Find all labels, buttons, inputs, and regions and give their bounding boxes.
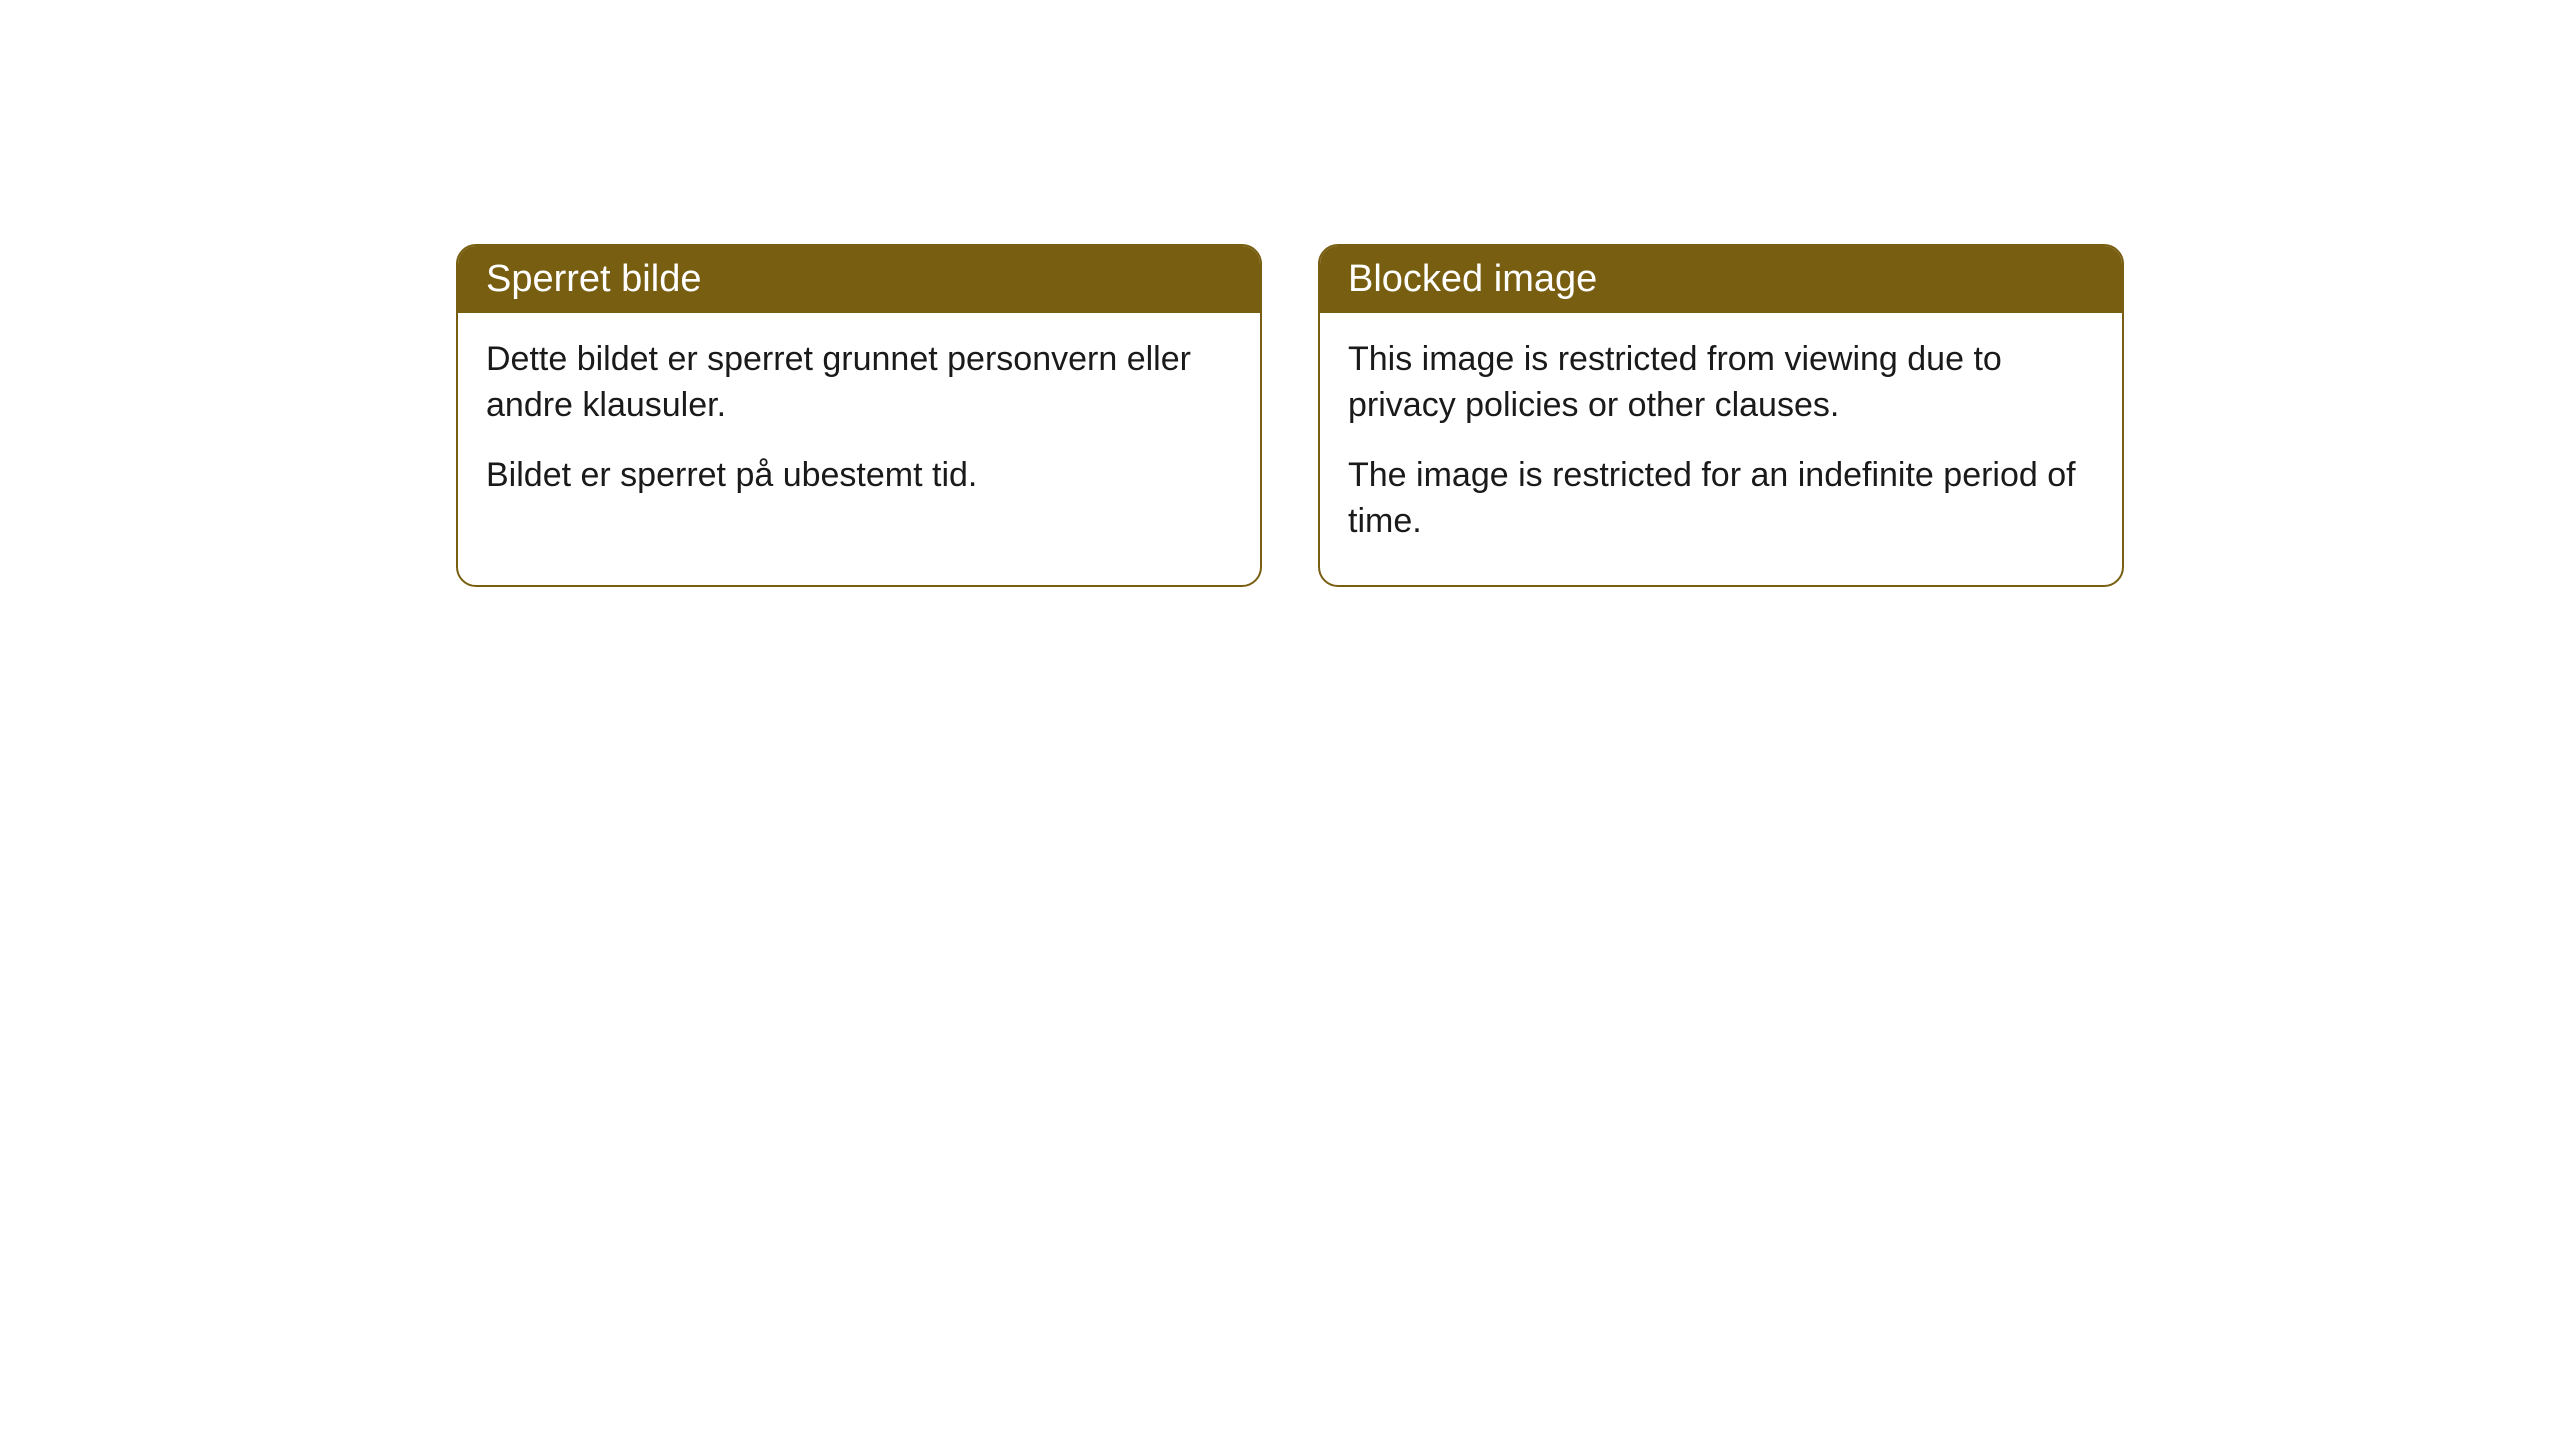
- card-header-en: Blocked image: [1320, 246, 2122, 313]
- card-body-no: Dette bildet er sperret grunnet personve…: [458, 313, 1260, 539]
- blocked-image-card-no: Sperret bilde Dette bildet er sperret gr…: [456, 244, 1262, 587]
- card-body-p1-no: Dette bildet er sperret grunnet personve…: [486, 337, 1232, 429]
- blocked-image-card-en: Blocked image This image is restricted f…: [1318, 244, 2124, 587]
- card-body-p1-en: This image is restricted from viewing du…: [1348, 337, 2094, 429]
- card-header-no: Sperret bilde: [458, 246, 1260, 313]
- card-body-p2-no: Bildet er sperret på ubestemt tid.: [486, 453, 1232, 499]
- cards-container: Sperret bilde Dette bildet er sperret gr…: [456, 244, 2124, 587]
- card-body-en: This image is restricted from viewing du…: [1320, 313, 2122, 585]
- card-body-p2-en: The image is restricted for an indefinit…: [1348, 453, 2094, 545]
